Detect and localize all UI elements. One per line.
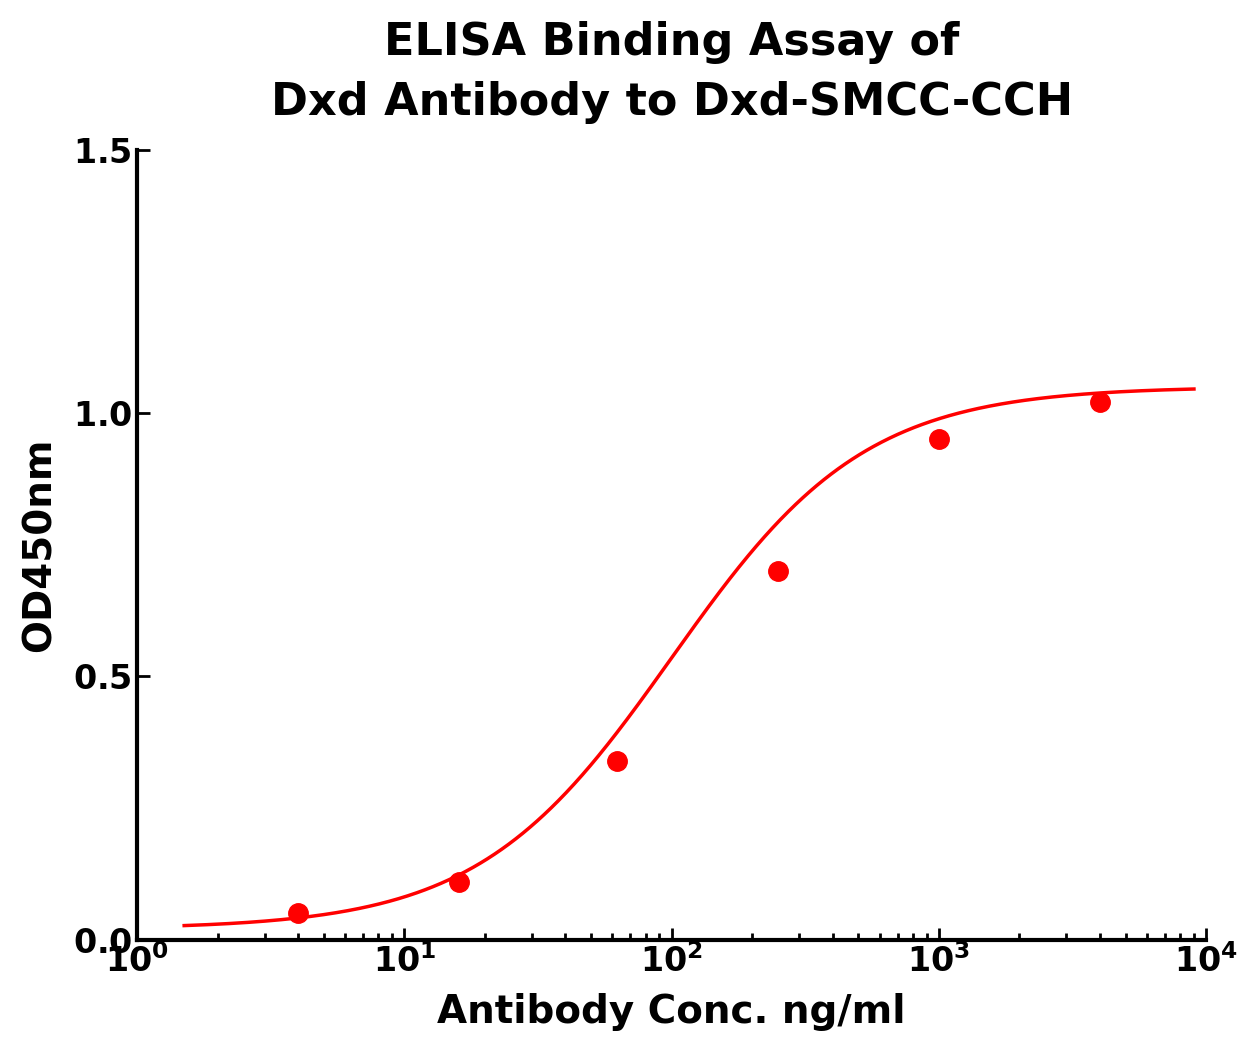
Y-axis label: OD450nm: OD450nm: [21, 438, 59, 652]
Title: ELISA Binding Assay of
Dxd Antibody to Dxd-SMCC-CCH: ELISA Binding Assay of Dxd Antibody to D…: [271, 21, 1073, 124]
Point: [607, 752, 627, 769]
Point: [1090, 393, 1110, 410]
X-axis label: Antibody Conc. ng/ml: Antibody Conc. ng/ml: [437, 993, 906, 1031]
Point: [929, 431, 949, 448]
Point: [768, 563, 788, 580]
Point: [288, 905, 308, 922]
Point: [449, 873, 470, 890]
